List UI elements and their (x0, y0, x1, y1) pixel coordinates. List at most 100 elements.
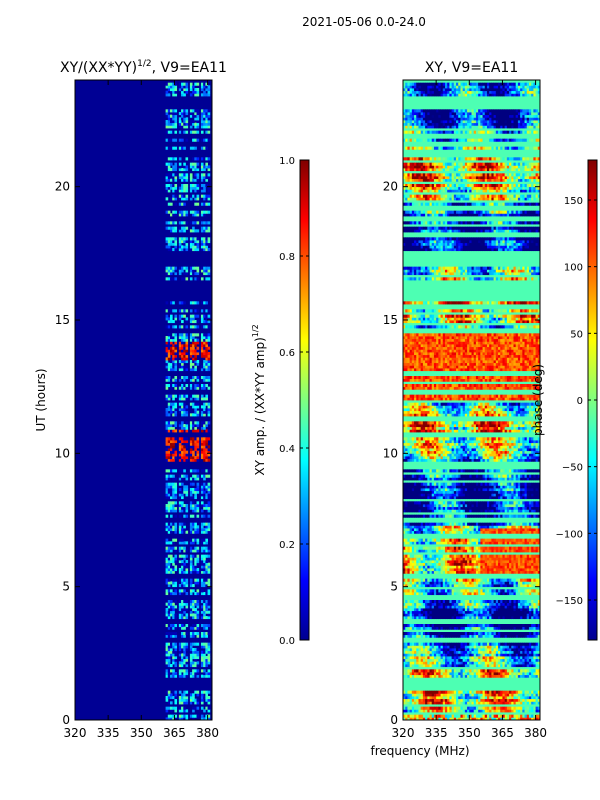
amp-cell (196, 168, 200, 172)
phase-cell (403, 624, 406, 628)
phase-cell (464, 624, 468, 628)
amp-cell (194, 194, 197, 198)
amp-cell (194, 114, 197, 118)
phase-cell (458, 632, 461, 636)
phase-cell (442, 570, 446, 574)
phase-cell (537, 616, 540, 620)
amp-cell (174, 717, 178, 720)
phase-cell (528, 709, 532, 713)
phase-cell (418, 632, 422, 636)
phase-cell (500, 584, 503, 588)
amp-cell (165, 485, 169, 489)
phase-cell (484, 648, 488, 652)
amp-cell (178, 453, 182, 457)
phase-cell (407, 613, 411, 617)
amp-cell (203, 178, 206, 182)
phase-cell (403, 693, 406, 697)
phase-cell (467, 706, 470, 710)
phase-cell (427, 600, 430, 604)
amp-cell (185, 658, 189, 662)
amp-cell (196, 538, 200, 542)
amp-cell (174, 197, 178, 201)
amp-cell (203, 157, 206, 161)
amp-cell (181, 568, 184, 572)
amp-cell (174, 248, 178, 252)
phase-cell (493, 650, 497, 654)
amp-cell (207, 360, 211, 364)
phase-cell (449, 672, 453, 676)
phase-cell (528, 690, 532, 694)
phase-cell (493, 568, 497, 572)
phase-cell (436, 696, 439, 700)
phase-cell (520, 717, 523, 720)
phase-cell (471, 658, 475, 662)
phase-cell (407, 650, 411, 654)
phase-cell (504, 634, 508, 638)
amp-cell (178, 661, 182, 665)
phase-cell (405, 709, 408, 713)
amp-cell (207, 605, 211, 609)
amp-cell (183, 314, 186, 318)
phase-cell (436, 589, 439, 593)
amp-cell (172, 237, 175, 241)
amp-cell (167, 221, 171, 225)
amp-cell (203, 112, 206, 116)
amp-cell (174, 589, 178, 593)
phase-cell (489, 616, 492, 620)
amp-cell (200, 509, 204, 513)
amp-cell (185, 320, 189, 324)
phase-cell (440, 589, 444, 593)
amp-cell (192, 346, 195, 350)
phase-cell (537, 634, 540, 638)
phase-cell (427, 632, 430, 636)
phase-cell (420, 645, 424, 649)
amp-cell (200, 213, 204, 217)
phase-cell (447, 584, 450, 588)
amp-cell (203, 336, 206, 340)
phase-cell (502, 624, 506, 628)
phase-cell (489, 645, 492, 649)
phase-cell (447, 602, 450, 606)
amp-cell (170, 602, 173, 606)
phase-cell (533, 584, 536, 588)
phase-cell (480, 701, 483, 705)
amp-cell (205, 714, 208, 718)
phase-cell (438, 690, 441, 694)
amp-cell (194, 616, 197, 620)
phase-cell (535, 642, 539, 646)
amp-cell (205, 362, 208, 366)
phase-cell (458, 664, 461, 668)
amp-cell (185, 709, 189, 713)
phase-cell (528, 634, 532, 638)
amp-cell (207, 672, 211, 676)
amp-cell (194, 488, 197, 492)
amp-cell (183, 664, 186, 668)
phase-cell (480, 626, 483, 630)
phase-cell (480, 589, 483, 593)
phase-cell (495, 610, 499, 614)
phase-cell (535, 602, 539, 606)
amp-cell (174, 672, 178, 676)
phase-cell (414, 562, 417, 566)
amp-cell (183, 210, 186, 214)
phase-cell (414, 645, 417, 649)
amp-cell (196, 445, 200, 449)
phase-cell (520, 632, 523, 636)
phase-cell (480, 608, 483, 612)
phase-cell (403, 560, 406, 564)
phase-cell (498, 568, 501, 572)
phase-cell (453, 592, 457, 596)
phase-cell (433, 672, 437, 676)
phase-cell (442, 605, 446, 609)
amp-cell (170, 317, 173, 321)
amp-cell (174, 450, 178, 454)
amp-cell (205, 120, 208, 124)
phase-cell (478, 624, 481, 628)
phase-cell (489, 690, 492, 694)
phase-cell (489, 693, 492, 697)
phase-cell (480, 650, 483, 654)
phase-cell (526, 642, 530, 646)
phase-cell (531, 634, 534, 638)
amp-cell (185, 664, 189, 668)
